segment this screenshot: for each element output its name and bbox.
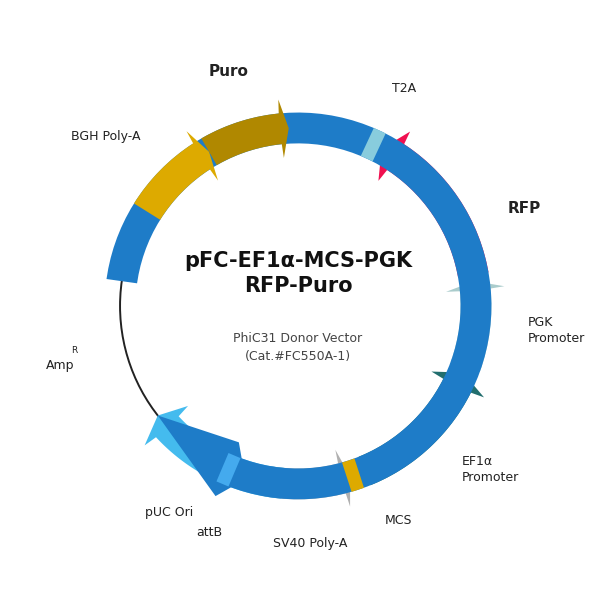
Text: BGH Poly-A: BGH Poly-A <box>71 130 140 143</box>
Text: PGK
Promoter: PGK Promoter <box>528 316 586 344</box>
Text: SV40 Poly-A: SV40 Poly-A <box>273 537 347 550</box>
Polygon shape <box>342 458 364 492</box>
Text: PhiC31 Donor Vector
(Cat.#FC550A-1): PhiC31 Donor Vector (Cat.#FC550A-1) <box>233 332 362 363</box>
Polygon shape <box>107 113 491 499</box>
Text: attB: attB <box>196 526 222 539</box>
Polygon shape <box>217 453 241 487</box>
Polygon shape <box>359 371 484 485</box>
Polygon shape <box>446 281 505 372</box>
Polygon shape <box>145 406 284 499</box>
Text: pFC-EF1α-MCS-PGK
RFP-Puro: pFC-EF1α-MCS-PGK RFP-Puro <box>184 251 412 296</box>
Polygon shape <box>265 450 350 506</box>
Text: Amp: Amp <box>46 359 74 373</box>
Polygon shape <box>202 100 289 165</box>
Text: Puro: Puro <box>209 64 248 79</box>
Text: RFP: RFP <box>508 200 541 215</box>
Text: EF1α
Promoter: EF1α Promoter <box>461 455 519 484</box>
Text: R: R <box>71 346 78 355</box>
Polygon shape <box>361 128 386 161</box>
Text: T2A: T2A <box>392 82 416 95</box>
Polygon shape <box>379 131 488 278</box>
Text: pUC Ori: pUC Ori <box>145 506 193 518</box>
Text: MCS: MCS <box>385 514 412 527</box>
Polygon shape <box>134 131 218 220</box>
